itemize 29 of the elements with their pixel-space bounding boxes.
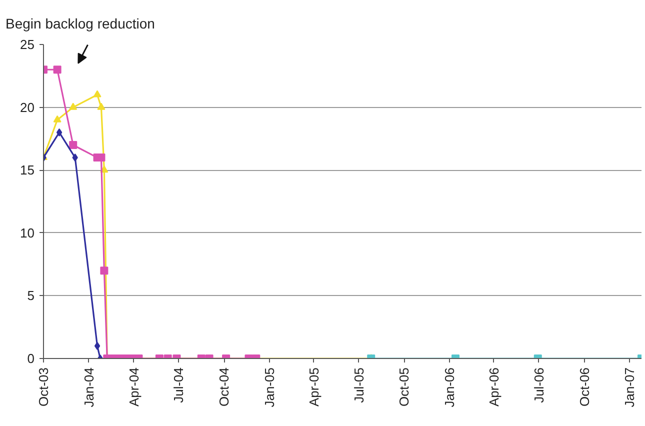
point	[53, 115, 62, 122]
x-tick-label: Jan-05	[262, 368, 277, 408]
y-tick-label: 5	[27, 288, 35, 304]
x-tick-label: Oct-04	[216, 367, 232, 407]
x-tick-label: Jul-05	[351, 367, 366, 403]
y-tick-label: 15	[20, 162, 35, 178]
y-tick-label: 0	[27, 351, 35, 366]
point	[72, 154, 78, 162]
y-tick-label: 10	[20, 225, 35, 240]
point	[93, 90, 102, 98]
x-tick-label: Apr-04	[126, 367, 142, 407]
x-tick-label: Oct-03	[36, 367, 51, 407]
point	[69, 102, 78, 110]
y-tick-label: 20	[20, 100, 35, 115]
x-tick-label: Oct-05	[396, 367, 412, 407]
point	[53, 66, 62, 74]
x-tick-label: Jan-06	[442, 368, 458, 408]
x-tick-label: Jan-04	[81, 368, 96, 408]
point	[69, 140, 78, 149]
x-tick-label: Apr-05	[306, 367, 322, 407]
y-tick-label: 25	[20, 37, 35, 52]
point	[97, 102, 106, 110]
x-tick-label: Jul-04	[171, 367, 186, 403]
point	[56, 128, 62, 136]
x-tick-label: Jul-06	[531, 367, 546, 403]
x-tick-label: Apr-06	[486, 367, 502, 407]
x-tick-label: Oct-06	[576, 367, 592, 407]
x-tick-label: Jan-07	[622, 368, 638, 408]
text: Begin backlog reduction	[6, 16, 155, 32]
